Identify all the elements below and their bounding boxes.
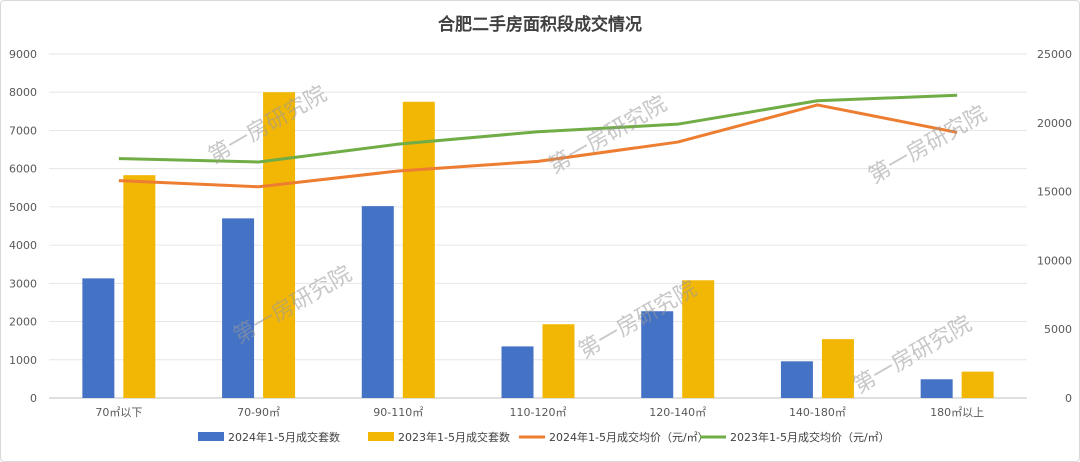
y-left-tick-label: 0 [30,392,37,405]
bar-2024 [361,206,394,398]
watermark-text: 第一房研究院 [544,92,671,180]
y-left-tick-label: 6000 [9,163,37,176]
line-layer [118,93,958,189]
x-tick-label: 120-140㎡ [649,406,706,419]
bar-layer [82,92,994,399]
bar-2023 [123,175,156,398]
line-series-2023 [118,93,958,164]
bar-2023 [682,280,715,398]
x-tick-label: 110-120㎡ [510,406,567,419]
y-left-tick-label: 3000 [9,277,37,290]
y-right-tick-label: 10000 [1037,254,1072,267]
bar-2023 [263,92,296,398]
chart-title: 合肥二手房面积段成交情况 [438,14,642,35]
legend-label: 2023年1-5月成交均价（元/㎡） [730,430,890,444]
line-series-2024 [118,103,958,189]
y-right-tick-label: 5000 [1044,323,1072,336]
x-tick-label: 70㎡以下 [95,406,142,419]
bar-2023 [961,371,994,398]
watermark-text: 第一房研究院 [574,277,701,365]
y-left-tick-label: 8000 [9,86,37,99]
y-left-tick-label: 1000 [9,354,37,367]
y-left-tick-label: 5000 [9,201,37,214]
x-tick-label: 180㎡以上 [930,406,984,419]
legend-label: 2024年1-5月成交均价（元/㎡） [549,430,709,444]
y-left-tick-label: 7000 [9,124,37,137]
legend-swatch [198,432,224,441]
y-right-tick-label: 25000 [1037,48,1072,61]
y-right-tick-label: 15000 [1037,186,1072,199]
bar-2024 [501,346,534,398]
bar-2024 [641,311,674,398]
x-tick-label: 90-110㎡ [373,406,423,419]
legend: 2024年1-5月成交套数 2023年1-5月成交套数 2024年1-5月成交均价（… [198,430,890,444]
legend-swatch [368,432,394,441]
y-left-tick-label: 9000 [9,48,37,61]
axis-labels: 0 1000 2000 3000 4000 5000 6000 7000 8000 9000 0 50… [9,48,1072,419]
bar-2024 [780,361,813,398]
y-left-tick-label: 2000 [9,316,37,329]
bar-2024 [82,278,115,398]
watermark-text: 第一房研究院 [849,312,976,400]
bar-2023 [402,101,435,399]
watermark-text: 第一房研究院 [864,102,991,190]
grid-lines [49,53,1027,399]
y-right-tick-label: 0 [1065,392,1072,405]
legend-label: 2023年1-5月成交套数 [398,430,510,444]
bar-2024 [920,379,953,398]
x-tick-label: 70-90㎡ [237,406,280,419]
legend-label: 2024年1-5月成交套数 [228,430,340,444]
y-right-tick-label: 20000 [1037,117,1072,130]
bar-2024 [222,218,255,398]
x-tick-label: 140-180㎡ [789,406,846,419]
bar-2023 [542,324,575,398]
bar-2023 [821,339,854,398]
y-left-tick-label: 4000 [9,239,37,252]
